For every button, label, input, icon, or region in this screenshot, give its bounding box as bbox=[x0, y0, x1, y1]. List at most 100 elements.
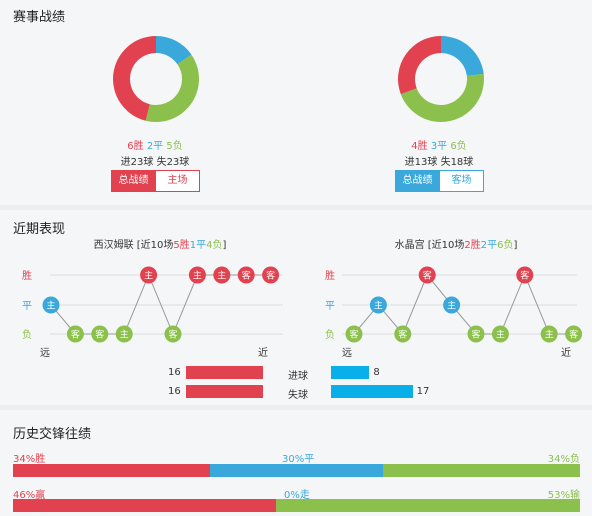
right-donut-slice-losses bbox=[400, 73, 484, 123]
left-form-point bbox=[188, 266, 206, 284]
form-panel: 近期表现 西汉姆联 [近10场5胜1平4负] 水晶宫 [近10场2胜2平6负] … bbox=[0, 210, 592, 405]
right-form-point bbox=[345, 325, 363, 343]
record-title: 赛事战绩 bbox=[13, 10, 66, 25]
right-donut bbox=[398, 36, 484, 123]
right-form-point bbox=[467, 325, 485, 343]
left-total-button[interactable]: 总战绩 bbox=[111, 170, 156, 192]
right-goals-for-bar bbox=[331, 366, 370, 379]
left-row-label-L: 负 bbox=[22, 328, 32, 341]
left-donut-slice-wins bbox=[113, 36, 156, 121]
left-home-button[interactable]: 主场 bbox=[155, 170, 200, 192]
right-far-label: 远 bbox=[342, 347, 352, 359]
right-form-venue: 主 bbox=[447, 300, 456, 312]
left-form-venue: 客 bbox=[242, 270, 251, 282]
history-row2-mid-label: 0%走 bbox=[284, 490, 310, 501]
right-form-venue: 主 bbox=[545, 329, 554, 341]
right-away-button[interactable]: 客场 bbox=[439, 170, 484, 192]
left-form-venue: 客 bbox=[71, 329, 80, 341]
right-form-point bbox=[540, 325, 558, 343]
left-form-point bbox=[91, 325, 109, 343]
right-wins: 4胜 bbox=[411, 141, 428, 152]
left-form-line bbox=[50, 273, 271, 336]
right-row-label-W: 胜 bbox=[325, 270, 335, 282]
right-form-venue: 客 bbox=[398, 329, 407, 341]
right-form-venue: 主 bbox=[496, 329, 505, 341]
left-summary-post: ] bbox=[222, 240, 227, 251]
history-panel: 历史交锋往绩 34%胜 30%平 34%负 46%赢 0%走 53%输 bbox=[0, 410, 592, 516]
history-row1-segment-a bbox=[13, 464, 210, 477]
goals-for-label: 进球 bbox=[288, 371, 308, 382]
right-row-label-D: 平 bbox=[325, 301, 335, 312]
history-row2-right-label: 53%输 bbox=[547, 490, 580, 501]
right-summary-pre: [近10场 bbox=[424, 240, 465, 251]
history-row2-left-label: 46%赢 bbox=[13, 490, 46, 501]
right-form-venue: 客 bbox=[569, 329, 578, 341]
left-summary-pre: [近10场 bbox=[133, 240, 174, 251]
history-row1-mid-label: 30%平 bbox=[282, 454, 315, 465]
right-form-point bbox=[516, 266, 534, 284]
right-losses: 6负 bbox=[450, 141, 467, 152]
left-form-venue: 客 bbox=[95, 329, 104, 341]
right-summary-l: 6负 bbox=[497, 240, 514, 251]
right-form-venue: 主 bbox=[374, 300, 383, 312]
right-form-point bbox=[369, 296, 387, 314]
right-total-button[interactable]: 总战绩 bbox=[395, 170, 440, 192]
history-row1-segment-b bbox=[209, 464, 384, 477]
left-form-point bbox=[237, 266, 255, 284]
right-summary-post: ] bbox=[513, 240, 518, 251]
right-summary-w: 2胜 bbox=[464, 240, 481, 251]
right-form-point bbox=[565, 325, 583, 343]
right-goals-for-value: 8 bbox=[373, 367, 380, 378]
left-far-label: 远 bbox=[40, 347, 50, 359]
goals-against-label: 失球 bbox=[288, 390, 308, 401]
left-form-point bbox=[262, 266, 280, 284]
left-near-label: 近 bbox=[258, 346, 268, 359]
history-row1-bar bbox=[13, 464, 581, 477]
history-row1-right-label: 34%负 bbox=[547, 454, 580, 465]
right-form-point bbox=[443, 296, 461, 314]
left-draws: 2平 bbox=[146, 141, 164, 152]
history-row2-segment-c bbox=[276, 499, 580, 512]
right-team-summary: 水晶宫 [近10场2胜2平6负] bbox=[336, 236, 576, 251]
left-goals-against-value: 16 bbox=[168, 386, 181, 397]
history-row2-bar bbox=[13, 499, 580, 512]
left-form-venue: 主 bbox=[144, 270, 153, 282]
left-donut-slice-losses bbox=[145, 54, 199, 123]
form-title: 近期表现 bbox=[13, 222, 66, 237]
right-team-name: 水晶宫 bbox=[394, 240, 425, 251]
left-row-label-D: 平 bbox=[22, 301, 32, 312]
record-panel: 赛事战绩 6胜 2平 5负 进23球 失23球 总战绩 主场 4胜 3平 6负 … bbox=[0, 0, 592, 205]
left-row-label-W: 胜 bbox=[22, 270, 32, 282]
history-row1-left-label: 34%胜 bbox=[13, 454, 46, 465]
right-form-venue: 客 bbox=[471, 329, 480, 341]
right-form-point bbox=[394, 325, 412, 343]
left-losses: 5负 bbox=[166, 141, 183, 152]
right-row-label-L: 负 bbox=[325, 328, 335, 341]
left-goals-against-bar bbox=[186, 385, 263, 398]
left-team-name: 西汉姆联 bbox=[93, 240, 134, 251]
right-record-line: 4胜 3平 6负 bbox=[364, 137, 514, 152]
left-goals-line: 进23球 失23球 bbox=[120, 157, 190, 168]
left-form-venue: 主 bbox=[193, 270, 202, 282]
right-draws: 3平 bbox=[430, 141, 448, 152]
right-form-venue: 客 bbox=[520, 270, 529, 282]
right-goals-against-value: 17 bbox=[416, 386, 430, 397]
right-donut-slice-wins bbox=[398, 36, 441, 95]
left-form-venue: 主 bbox=[120, 329, 129, 341]
right-form-line bbox=[353, 273, 574, 335]
right-summary-d: 2平 bbox=[480, 240, 498, 251]
left-form-venue: 主 bbox=[217, 270, 226, 282]
left-form-venue: 客 bbox=[266, 270, 275, 282]
left-form-venue: 主 bbox=[46, 300, 55, 312]
left-form-point bbox=[164, 325, 182, 343]
left-donut bbox=[113, 36, 199, 123]
left-form-point bbox=[140, 266, 158, 284]
right-goals-line: 进13球 失18球 bbox=[404, 157, 474, 168]
left-team-summary: 西汉姆联 [近10场5胜1平4负] bbox=[40, 236, 280, 251]
left-wins: 6胜 bbox=[127, 141, 144, 152]
right-form-venue: 客 bbox=[423, 270, 432, 282]
right-form-point bbox=[418, 266, 436, 284]
right-near-label: 近 bbox=[561, 346, 571, 359]
left-summary-l: 4负 bbox=[206, 240, 223, 251]
left-form-venue: 客 bbox=[168, 329, 177, 341]
